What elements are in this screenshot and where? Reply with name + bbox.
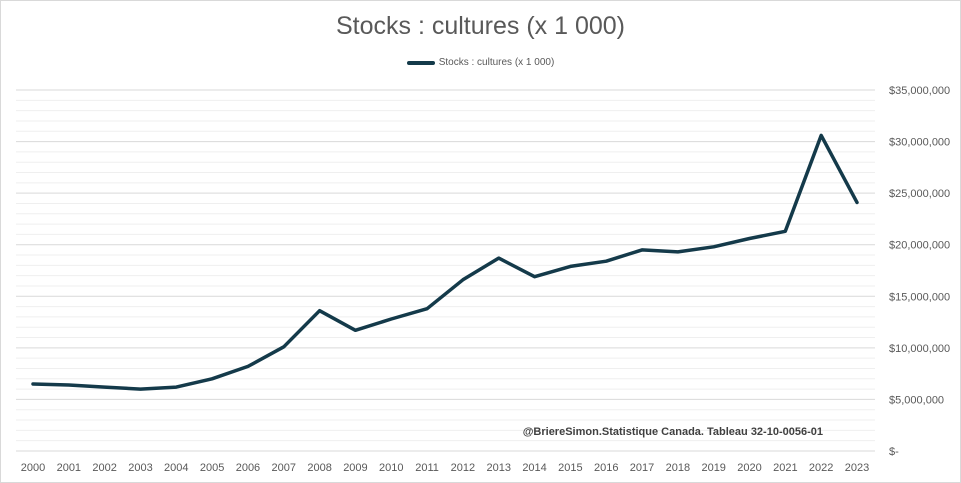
x-tick-label: 2015	[558, 462, 582, 474]
x-tick-label: 2017	[630, 462, 654, 474]
x-tick-label: 2001	[57, 462, 81, 474]
x-tick-label: 2018	[666, 462, 690, 474]
x-tick-label: 2013	[486, 462, 510, 474]
x-tick-label: 2008	[307, 462, 331, 474]
chart-legend: Stocks : cultures (x 1 000)	[0, 57, 961, 68]
y-tick-label: $30,000,000	[889, 137, 950, 149]
x-tick-label: 2022	[809, 462, 833, 474]
source-annotation: @BriereSimon.Statistique Canada. Tableau…	[523, 426, 823, 438]
x-tick-label: 2009	[343, 462, 367, 474]
x-tick-label: 2006	[236, 462, 260, 474]
series-line	[31, 133, 859, 391]
x-tick-label: 2005	[200, 462, 224, 474]
y-tick-label: $25,000,000	[889, 188, 950, 200]
y-tick-label: $15,000,000	[889, 291, 950, 303]
x-tick-label: 2020	[737, 462, 761, 474]
y-tick-label: $35,000,000	[889, 85, 950, 97]
x-tick-label: 2011	[415, 462, 439, 474]
chart-title: Stocks : cultures (x 1 000)	[335, 12, 625, 40]
legend-label: Stocks : cultures (x 1 000)	[438, 57, 555, 68]
x-tick-label: 2012	[451, 462, 475, 474]
x-tick-label: 2023	[845, 462, 869, 474]
x-tick-label: 2002	[92, 462, 116, 474]
y-tick-label: $-	[889, 446, 899, 458]
x-tick-label: 2003	[128, 462, 152, 474]
y-tick-label: $5,000,000	[889, 394, 944, 406]
x-tick-label: 2000	[21, 462, 45, 474]
y-tick-label: $10,000,000	[889, 343, 950, 355]
x-tick-label: 2016	[594, 462, 618, 474]
x-tick-label: 2004	[164, 462, 188, 474]
x-tick-label: 2010	[379, 462, 403, 474]
x-tick-label: 2014	[522, 462, 546, 474]
legend-swatch	[406, 60, 435, 65]
y-tick-label: $20,000,000	[889, 240, 950, 252]
x-tick-label: 2019	[701, 462, 725, 474]
x-tick-label: 2021	[773, 462, 797, 474]
x-tick-label: 2007	[272, 462, 296, 474]
